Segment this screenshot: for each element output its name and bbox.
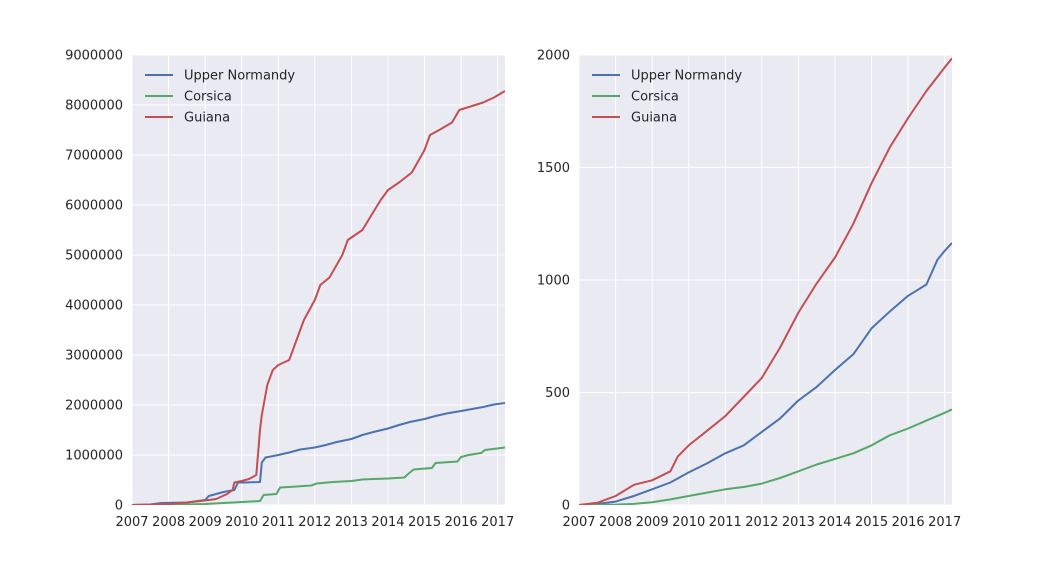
series-group [132, 90, 505, 505]
y-tick-label: 2000000 [65, 399, 123, 414]
plot-background [132, 55, 505, 505]
x-tick-label: 2015 [408, 515, 441, 530]
x-tick-label: 2014 [371, 515, 404, 530]
x-tick-label: 2012 [745, 515, 778, 530]
x-tick-label: 2012 [298, 515, 331, 530]
y-tick-label: 1500 [537, 161, 570, 176]
y-tick-label: 6000000 [65, 199, 123, 214]
x-tick-label: 2016 [892, 515, 925, 530]
y-tick-label: 7000000 [65, 149, 123, 164]
y-tick-label: 500 [545, 386, 570, 401]
x-tick-label: 2013 [782, 515, 815, 530]
x-tick-label: 2008 [152, 515, 185, 530]
y-tick-label: 1000 [537, 274, 570, 289]
legend-label: Upper Normandy [631, 69, 742, 84]
series-line-corsica [132, 446, 505, 505]
y-tick-label: 4000000 [65, 299, 123, 314]
y-tick-label: 5000000 [65, 249, 123, 264]
legend-label: Corsica [184, 90, 232, 105]
y-tick-label: 0 [562, 499, 570, 514]
x-tick-label: 2009 [636, 515, 669, 530]
x-tick-label: 2007 [115, 515, 148, 530]
x-tick-label: 2016 [445, 515, 478, 530]
legend-label: Guiana [631, 111, 677, 126]
y-tick-label: 0 [115, 499, 123, 514]
x-tick-label: 2008 [599, 515, 632, 530]
y-tick-label: 3000000 [65, 349, 123, 364]
y-tick-label: 9000000 [65, 49, 123, 64]
series-line-guiana [132, 90, 505, 505]
x-tick-label: 2011 [262, 515, 295, 530]
series-line-corsica [579, 408, 952, 505]
x-tick-label: 2013 [335, 515, 368, 530]
x-tick-label: 2015 [855, 515, 888, 530]
x-tick-label: 2014 [818, 515, 851, 530]
x-tick-label: 2011 [709, 515, 742, 530]
y-tick-label: 2000 [537, 49, 570, 64]
legend-label: Upper Normandy [184, 69, 295, 84]
series-line-upper-normandy [132, 402, 505, 505]
series-line-upper-normandy [579, 242, 952, 505]
series-group [579, 57, 952, 505]
left-chart: 2007 2008 2009 2010 2011 2012 2013 2014 2015 2016… [65, 49, 514, 531]
legend-label: Guiana [184, 111, 230, 126]
x-tick-label: 2017 [481, 515, 514, 530]
series-line-guiana [579, 57, 952, 505]
x-tick-label: 2010 [225, 515, 258, 530]
x-tick-label: 2010 [672, 515, 705, 530]
x-tick-label: 2007 [562, 515, 595, 530]
x-tick-label: 2017 [928, 515, 961, 530]
right-chart: 2007 2008 2009 2010 2011 2012 2013 2014 2015 2016… [537, 49, 961, 531]
x-tick-label: 2009 [189, 515, 222, 530]
legend-label: Corsica [631, 90, 679, 105]
y-tick-label: 1000000 [65, 449, 123, 464]
y-tick-label: 8000000 [65, 99, 123, 114]
